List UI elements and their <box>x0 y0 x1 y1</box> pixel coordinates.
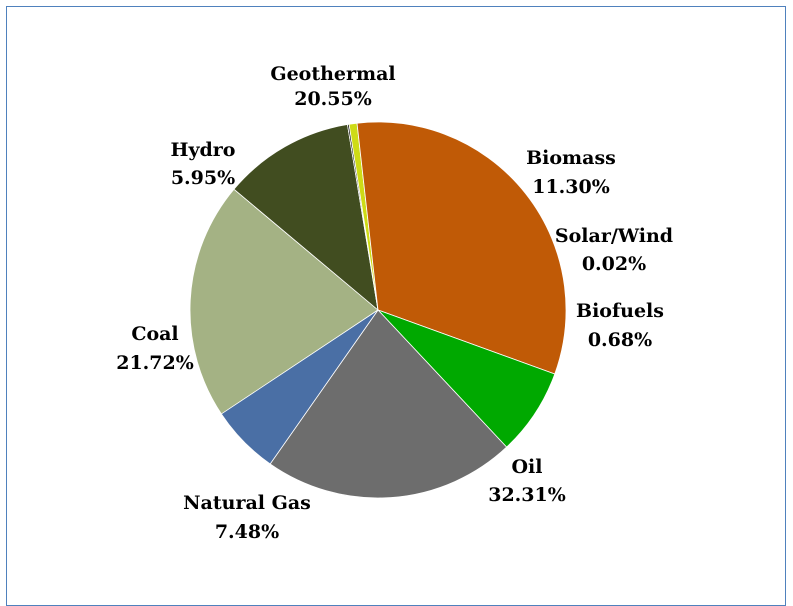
slice-label-biofuels: Biofuels <box>576 300 664 322</box>
pie-slice-oil <box>356 121 567 375</box>
slice-label-oil: Oil <box>512 456 543 478</box>
slice-label-natural-gas: Natural Gas <box>183 492 311 514</box>
slice-value-coal: 21.72% <box>116 352 194 374</box>
pie-slice-biomass <box>233 124 379 311</box>
slice-value-biomass: 11.30% <box>532 176 610 198</box>
slice-label-coal: Coal <box>131 323 178 345</box>
slice-value-oil: 32.31% <box>488 484 566 506</box>
slice-value-geothermal: 20.55% <box>294 88 372 110</box>
pie-slice-hydro <box>220 309 379 465</box>
pie-chart: Geothermal 20.55% Biomass 11.30% Solar/Wind 0… <box>116 63 673 543</box>
slice-label-biomass: Biomass <box>526 147 616 169</box>
slice-value-solar-wind: 0.02% <box>582 253 646 275</box>
slice-label-solar-wind: Solar/Wind <box>555 225 673 247</box>
pie-slice-geothermal <box>189 188 379 416</box>
slice-value-natural-gas: 7.48% <box>215 521 279 543</box>
pie-slice-coal <box>269 309 508 499</box>
slice-value-hydro: 5.95% <box>171 167 235 189</box>
slice-label-geothermal: Geothermal <box>270 63 395 85</box>
slice-label-hydro: Hydro <box>171 139 236 161</box>
slice-value-biofuels: 0.68% <box>588 329 652 351</box>
